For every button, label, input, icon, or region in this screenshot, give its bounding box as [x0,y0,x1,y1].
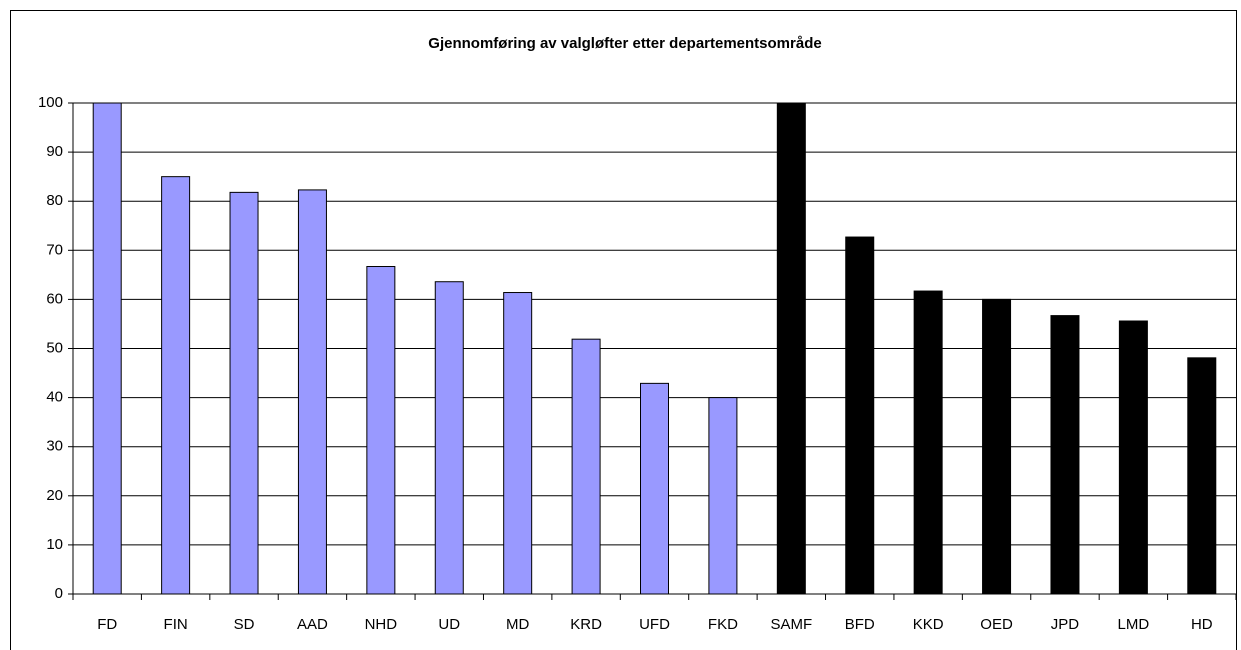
bar [640,382,669,595]
bar [434,281,464,595]
bar [161,176,191,595]
x-tick-label: UFD [639,616,670,633]
bar [845,236,875,595]
x-tick-label: UD [438,616,460,633]
x-tick-label: KRD [570,616,602,633]
y-tick-label: 90 [46,143,63,160]
bar [92,102,122,595]
x-tick-label: OED [980,616,1013,633]
y-tick-label: 70 [46,241,63,258]
y-tick-label: 60 [46,290,63,307]
bar [1187,357,1217,595]
chart-frame [10,10,1237,650]
bar [366,266,396,595]
bar [982,298,1012,595]
bar [571,338,601,595]
x-tick-label: FIN [164,616,188,633]
x-tick-label: NHD [365,616,398,633]
x-tick-label: AAD [297,616,328,633]
y-tick-label: 30 [46,438,63,455]
x-tick-label: FD [97,616,117,633]
x-tick-label: SD [234,616,255,633]
x-tick-label: KKD [913,616,944,633]
y-tick-label: 50 [46,339,63,356]
bar [708,397,738,595]
y-tick-label: 80 [46,192,63,209]
y-tick-label: 20 [46,487,63,504]
x-tick-label: SAMF [770,616,812,633]
x-tick-label: MD [506,616,529,633]
y-tick-label: 10 [46,536,63,553]
bar [1118,320,1148,595]
bar [503,292,533,595]
x-tick-label: JPD [1051,616,1080,633]
chart-title: Gjennomføring av valgløfter etter depart… [428,35,821,52]
bar [1050,315,1080,595]
x-tick-label: LMD [1118,616,1150,633]
x-tick-label: FKD [708,616,738,633]
bar [913,290,943,595]
y-tick-label: 100 [38,94,63,111]
x-tick-label: BFD [845,616,875,633]
y-tick-label: 0 [55,585,63,602]
bar [297,189,327,595]
bar [776,102,806,595]
bar [229,191,259,595]
x-tick-label: HD [1191,616,1213,633]
y-tick-label: 40 [46,389,63,406]
